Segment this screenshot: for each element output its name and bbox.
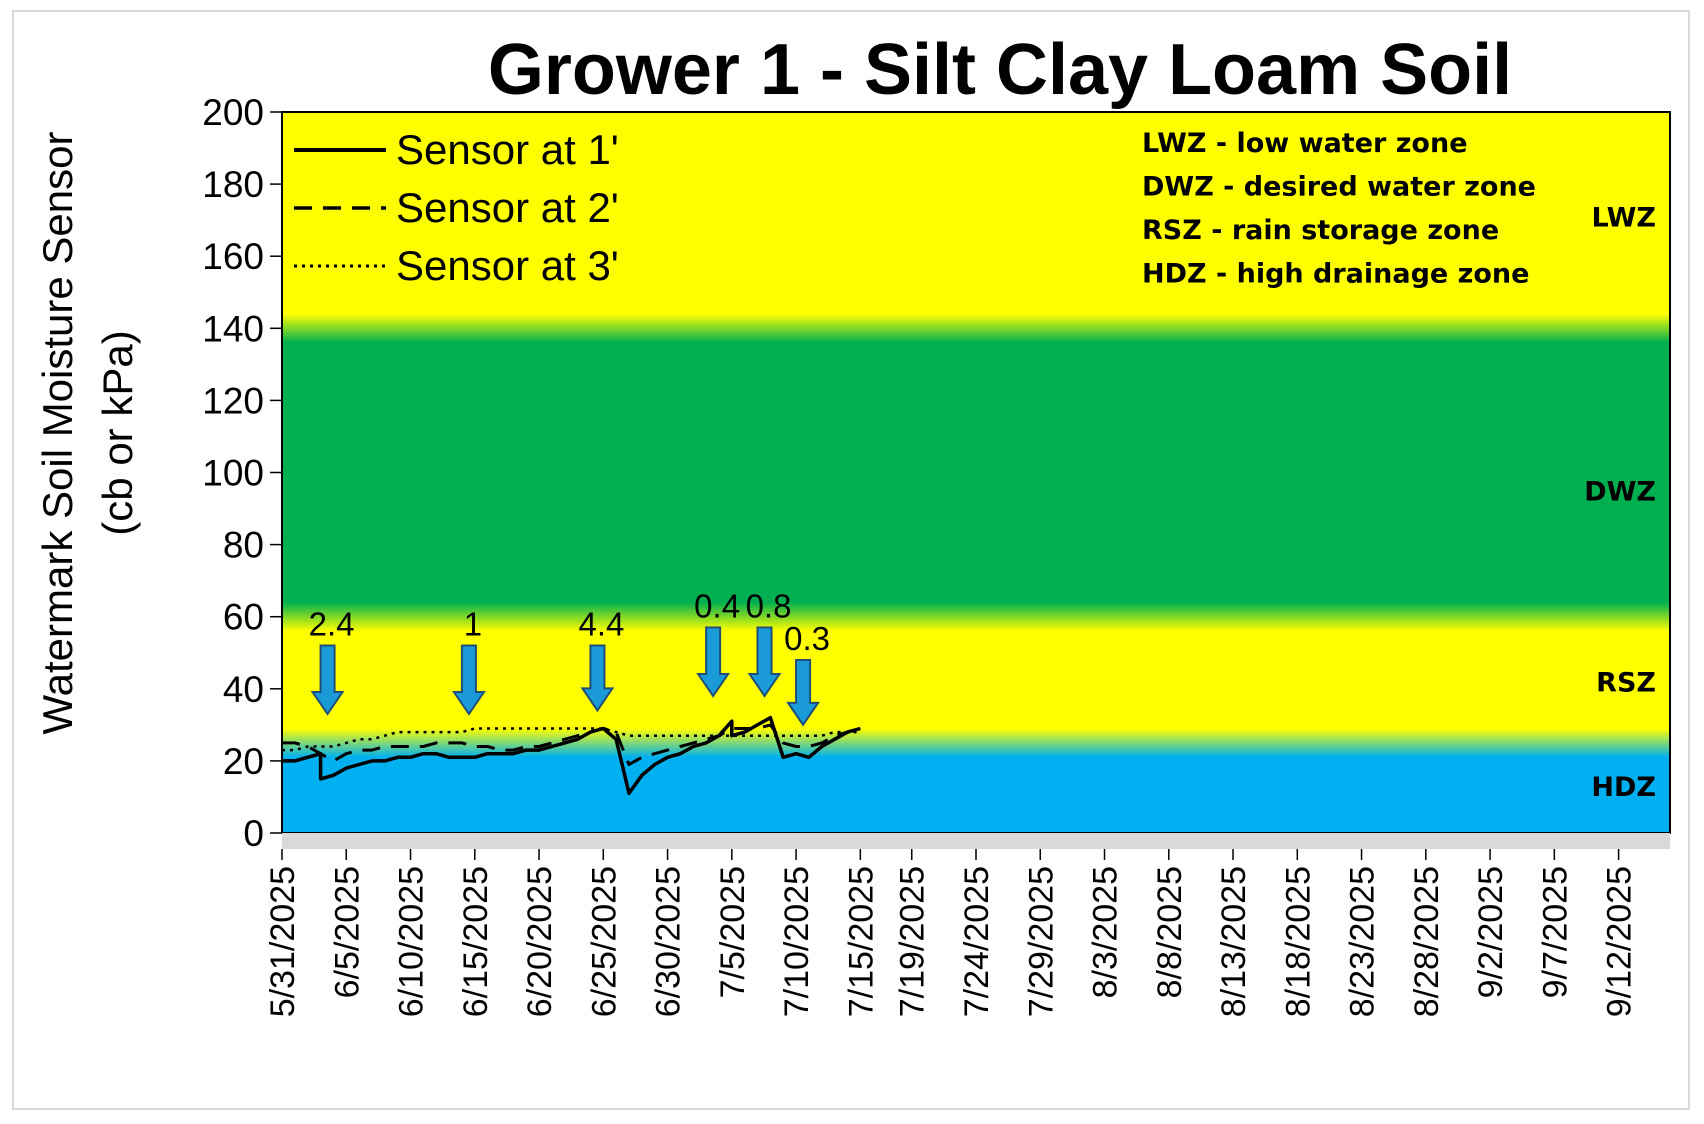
y-axis-title-line2: (cb or kPa) [94,330,141,535]
zone-key-item: LWZ - low water zone [1142,128,1468,159]
rain-amount-label: 4.4 [579,606,625,643]
y-tick-label: 100 [202,453,264,494]
y-tick-label: 120 [202,380,264,421]
y-axis-title-line1: Watermark Soil Moisture Sensor [34,132,81,735]
x-tick-label: 7/10/2025 [778,866,816,1017]
x-tick-label: 7/24/2025 [958,866,996,1017]
y-tick-label: 200 [202,92,264,133]
x-tick-label: 6/20/2025 [521,866,559,1017]
rain-amount-label: 0.4 [694,588,740,625]
x-tick-label: 6/5/2025 [328,866,366,998]
legend-label-1: Sensor at 1' [396,126,619,173]
y-tick-label: 60 [223,597,264,638]
x-tick-label: 8/23/2025 [1344,866,1382,1017]
x-tick-label: 9/7/2025 [1536,866,1574,998]
zone-label-lwz: LWZ [1592,203,1656,234]
rain-arrow [452,644,486,716]
x-tick-label: 5/31/2025 [264,866,302,1017]
rain-arrow [696,626,731,698]
x-tick-label: 8/8/2025 [1151,866,1189,998]
series-line-1 [282,715,861,796]
chart-title: Grower 1 - Silt Clay Loam Soil [488,30,1512,110]
rain-amount-label: 1 [464,606,482,643]
rain-arrow [310,644,345,716]
y-tick-label: 160 [202,236,264,277]
y-tick-label: 80 [223,525,264,566]
zone-key-item: RSZ - rain storage zone [1142,215,1499,246]
legend-label-2: Sensor at 2' [396,184,619,231]
x-tick-label: 9/2/2025 [1472,866,1510,998]
x-tick-label: 8/3/2025 [1087,866,1125,998]
zone-key-item: DWZ - desired water zone [1142,172,1536,203]
x-tick-label: 6/25/2025 [585,866,623,1017]
y-tick-label: 140 [202,308,264,349]
series-lines [282,715,861,796]
zone-label-hdz: HDZ [1591,772,1656,803]
x-tick-label: 8/13/2025 [1215,866,1253,1017]
x-tick-label: 6/10/2025 [393,866,431,1017]
x-axis-ticks: 5/31/2025 6/5/2025 6/10/2025 6/15/2025 6/20/… [264,849,1639,1017]
rain-arrow [747,626,782,698]
rain-amount-label: 0.8 [746,588,792,625]
x-tick-label: 9/12/2025 [1601,866,1639,1017]
legend-label-3: Sensor at 3' [396,242,619,289]
x-tick-label: 6/15/2025 [457,866,495,1017]
zone-key-item: HDZ - high drainage zone [1142,259,1529,290]
x-axis-floor [282,833,1670,849]
y-axis-ticks: 0 20 40 60 80 100 120 140 160 180 200 [202,92,282,854]
x-tick-label: 7/15/2025 [842,866,880,1017]
y-tick-label: 180 [202,164,264,205]
rain-events: 2.4 1 4.4 0.4 0.80.3 [309,588,830,727]
series-line-3 [282,727,861,752]
rain-amount-label: 2.4 [309,606,355,643]
rain-arrow [580,644,615,713]
zone-background [281,111,1671,834]
y-tick-label: 20 [223,741,264,782]
x-tick-label: 7/29/2025 [1022,866,1060,1017]
zone-key: LWZ - low water zone DWZ - desired water … [1142,128,1536,290]
legend: Sensor at 1' Sensor at 2' Sensor at 3' [294,126,619,289]
rain-amount-label: 0.3 [784,620,830,657]
y-axis-title: Watermark Soil Moisture Sensor (cb or kP… [34,132,141,735]
zone-label-dwz: DWZ [1584,477,1656,508]
x-tick-label: 7/5/2025 [714,866,752,998]
y-tick-label: 0 [243,813,264,854]
x-tick-label: 6/30/2025 [650,866,688,1017]
rain-arrow [786,658,820,727]
zone-label-rsz: RSZ [1596,668,1656,699]
x-tick-label: 7/19/2025 [894,866,932,1017]
y-tick-label: 40 [223,669,264,710]
series-line-2 [282,723,861,766]
zone-labels: HDZ RSZ DWZ LWZ [1584,203,1656,804]
x-tick-label: 8/28/2025 [1408,866,1446,1017]
x-tick-label: 8/18/2025 [1279,866,1317,1017]
